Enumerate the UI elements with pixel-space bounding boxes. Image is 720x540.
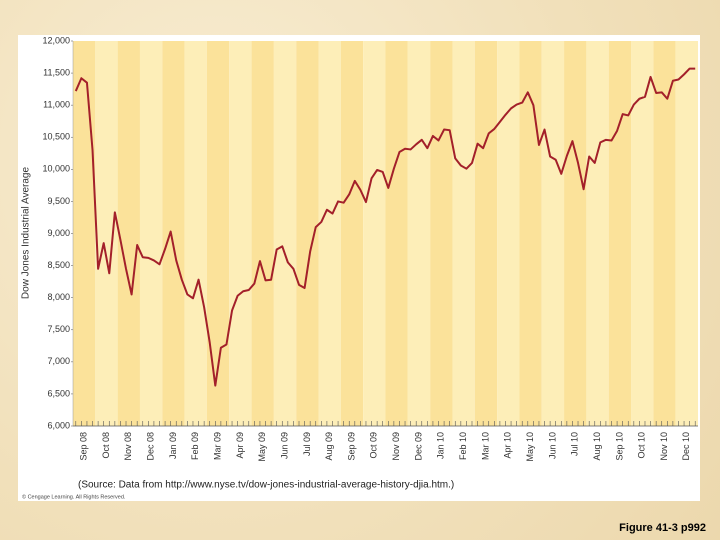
month-band: [385, 41, 408, 426]
month-band: [474, 41, 498, 426]
x-tick-label: Sep 09: [346, 432, 356, 461]
y-tick-label: 7,500: [47, 324, 70, 334]
y-tick-label: 9,500: [47, 196, 70, 206]
month-band: [251, 41, 274, 426]
x-tick-label: Jun 10: [547, 432, 557, 459]
x-tick-label: Aug 09: [324, 432, 334, 461]
x-tick-label: Nov 09: [391, 432, 401, 461]
x-tick-label: Apr 09: [235, 432, 245, 459]
month-band: [117, 41, 140, 426]
x-tick-label: Apr 10: [503, 432, 513, 459]
month-band: [519, 41, 542, 426]
x-tick-label: Feb 09: [190, 432, 200, 460]
month-band: [162, 41, 185, 426]
x-tick-label: Dec 10: [681, 432, 691, 461]
month-band: [430, 41, 453, 426]
y-tick-label: 7,000: [47, 356, 70, 366]
x-tick-label: Feb 10: [458, 432, 468, 460]
y-tick-label: 9,000: [47, 228, 70, 238]
month-band: [296, 41, 319, 426]
month-band: [273, 41, 297, 426]
x-tick-label: Sep 10: [614, 432, 624, 461]
x-tick-label: Aug 10: [592, 432, 602, 461]
month-band: [95, 41, 118, 426]
month-band: [363, 41, 386, 426]
y-tick-label: 8,000: [47, 292, 70, 302]
y-tick-label: 8,500: [47, 260, 70, 270]
y-tick-label: 6,500: [47, 388, 70, 398]
month-band: [184, 41, 207, 426]
x-tick-label: Nov 10: [659, 432, 669, 461]
month-band: [229, 41, 252, 426]
month-band: [497, 41, 520, 426]
month-band: [564, 41, 587, 426]
y-tick-label: 11,000: [43, 100, 70, 110]
y-tick-label: 11,500: [43, 67, 70, 77]
month-band: [73, 41, 96, 426]
month-band: [541, 41, 565, 426]
x-tick-label: Oct 09: [369, 432, 379, 459]
x-tick-label: Mar 09: [212, 432, 222, 460]
y-tick-label: 10,000: [42, 164, 70, 174]
x-tick-label: Jun 09: [279, 432, 289, 459]
line: [74, 67, 696, 387]
x-tick-label: Jan 10: [436, 432, 446, 459]
x-tick-label: Jul 09: [302, 432, 312, 456]
month-band: [318, 41, 341, 426]
x-tick-label: Oct 08: [101, 432, 111, 459]
x-tick-label: May 09: [257, 432, 267, 462]
x-tick-label: Sep 08: [79, 432, 89, 461]
month-band: [586, 41, 609, 426]
month-band: [407, 41, 431, 426]
y-tick-label: 6,000: [47, 420, 70, 430]
x-tick-label: Oct 10: [637, 432, 647, 459]
month-band: [653, 41, 676, 426]
month-band: [675, 41, 698, 426]
month-band: [139, 41, 163, 426]
y-axis-label: Dow Jones Industrial Average: [21, 167, 32, 300]
x-tick-label: Mar 10: [480, 432, 490, 460]
month-band: [340, 41, 364, 426]
source: (Source: Data from http://www.nyse.tv/do…: [78, 480, 454, 491]
x-tick-label: Nov 08: [123, 432, 133, 461]
month-band: [206, 41, 230, 426]
x-tick-label: Dec 08: [146, 432, 156, 461]
y-tick-label: 10,500: [42, 132, 70, 142]
month-band: [631, 41, 654, 426]
month-band: [608, 41, 632, 426]
x-tick-label: May 10: [525, 432, 535, 462]
copyright: © Cengage Learning. All Rights Reserved.: [22, 493, 126, 500]
x-tick-label: Dec 09: [413, 432, 423, 461]
x-tick-label: Jul 10: [570, 432, 580, 456]
y-tick-label: 12,000: [42, 35, 70, 45]
x-tick-label: Jan 09: [168, 432, 178, 459]
caption: Figure 41-3 p992: [619, 522, 706, 534]
month-band: [452, 41, 475, 426]
